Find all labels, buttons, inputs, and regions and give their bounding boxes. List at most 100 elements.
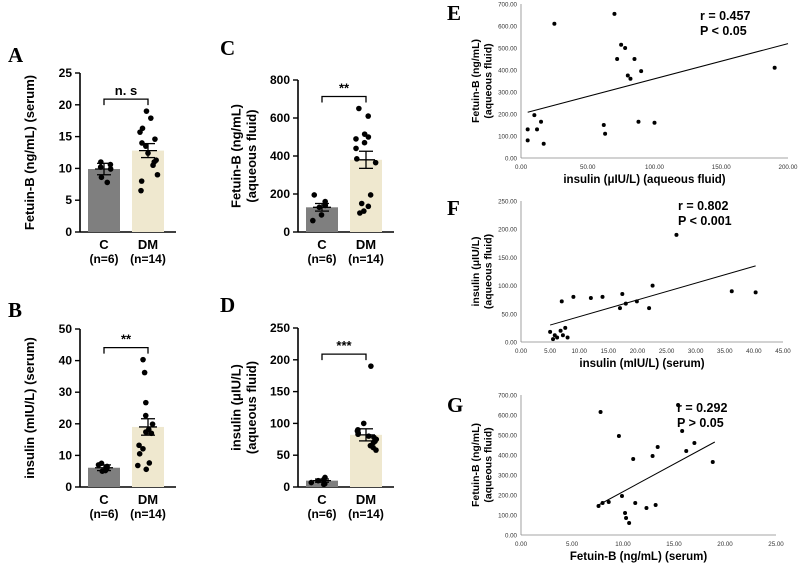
y-tick-label: 50 <box>59 322 73 336</box>
significance-bracket <box>103 347 149 354</box>
x-tick-label: 0.00 <box>515 164 528 171</box>
data-point <box>652 120 657 125</box>
y-tick-label: 0 <box>283 480 290 494</box>
y-tick-label: 30 <box>59 385 73 399</box>
y-tick-label: 700.00 <box>498 393 517 400</box>
data-point <box>624 516 629 520</box>
data-point <box>143 466 150 473</box>
x-category-label: DM <box>138 492 158 507</box>
r-value-label: r = 0.457 <box>700 9 750 23</box>
data-point <box>653 503 658 507</box>
data-point <box>684 449 689 453</box>
data-point <box>148 115 154 121</box>
data-point <box>559 299 564 304</box>
data-point <box>548 329 553 334</box>
y-tick-label: 800 <box>270 73 290 87</box>
x-tick-label: 10.00 <box>571 348 587 355</box>
x-tick-label: 15.00 <box>666 541 682 548</box>
data-point <box>361 139 368 146</box>
data-point <box>650 283 655 288</box>
data-point <box>633 501 638 505</box>
data-point <box>729 289 734 294</box>
data-point <box>140 445 146 452</box>
data-point <box>367 192 374 198</box>
significance-bracket <box>103 98 149 106</box>
data-point <box>627 521 632 525</box>
x-n-label: (n=6) <box>307 252 336 266</box>
panel-label-e: E <box>447 1 461 25</box>
data-point <box>138 178 145 184</box>
data-point <box>368 363 374 369</box>
y-tick-label: 10 <box>59 161 73 175</box>
x-category-label: DM <box>356 492 376 507</box>
x-category-label: C <box>317 492 327 507</box>
y-axis-label: Fetuin-B (ng/mL)(aqueous fluid) <box>470 39 495 123</box>
data-point <box>617 306 622 311</box>
y-tick-label: 0.00 <box>505 533 518 540</box>
x-tick-label: 40.00 <box>746 348 762 355</box>
significance-bracket <box>321 353 367 361</box>
y-tick-label: 100.00 <box>498 134 517 141</box>
x-n-label: (n=14) <box>348 507 384 521</box>
data-point <box>372 159 379 166</box>
p-value-label: P > 0.05 <box>677 416 724 430</box>
chart-panel-e: 0.00 100.00 200.00 300.00 400.00 500.00 600.00… <box>470 2 798 187</box>
y-tick-label: 600 <box>270 111 290 125</box>
y-tick-label: 300.00 <box>498 473 517 480</box>
data-point <box>525 127 530 132</box>
p-value-label: P < 0.001 <box>678 214 732 228</box>
data-point <box>154 171 161 178</box>
y-tick-label: 40 <box>59 354 73 368</box>
data-point <box>141 369 148 376</box>
data-point <box>365 203 372 210</box>
data-point <box>143 429 149 435</box>
x-axis-label: Fetuin-B (ng/mL) (serum) <box>570 551 708 563</box>
y-tick-label: 5 <box>65 193 72 207</box>
data-point <box>631 457 636 461</box>
y-tick-label: 200.00 <box>498 227 517 234</box>
y-tick-label: 0.00 <box>505 340 518 347</box>
data-point <box>632 57 637 61</box>
data-point <box>615 57 620 61</box>
y-tick-label: 200.00 <box>498 112 517 119</box>
data-point <box>365 134 372 140</box>
data-point <box>560 333 565 338</box>
fit-line <box>598 441 716 506</box>
data-point <box>146 460 153 466</box>
data-point <box>320 481 327 488</box>
y-tick-label: 20 <box>59 98 73 112</box>
y-tick-label: 100.00 <box>498 513 517 520</box>
y-tick-label: 0 <box>65 480 72 494</box>
data-point <box>107 161 114 168</box>
data-point <box>355 431 361 438</box>
data-point <box>634 299 639 304</box>
data-point <box>138 187 144 194</box>
y-tick-label: 20 <box>59 417 73 431</box>
y-tick-label: 25 <box>59 66 73 80</box>
x-category-label: C <box>99 237 109 252</box>
p-value-label: P < 0.05 <box>700 24 747 38</box>
data-point <box>316 204 323 211</box>
data-point <box>137 129 143 135</box>
data-point <box>600 501 605 505</box>
data-point <box>353 136 359 142</box>
x-n-label: (n=6) <box>89 507 118 521</box>
y-tick-label: 400.00 <box>498 453 517 460</box>
y-tick-label: 600.00 <box>498 24 517 31</box>
y-tick-label: 0.00 <box>505 156 518 163</box>
y-tick-label: 100.00 <box>498 283 517 290</box>
data-point <box>148 430 155 437</box>
chart-panel-c: 0 200 400 600 800 Fetuin-B (ng/mL)(aqueous fl… <box>228 73 394 266</box>
data-point <box>136 442 142 449</box>
x-tick-label: 35.00 <box>717 348 733 355</box>
bar-control <box>88 169 120 232</box>
data-point <box>104 179 111 186</box>
data-point <box>558 328 563 333</box>
panel-label-c: C <box>220 36 235 60</box>
y-axis-label: insulin (mIU/L) (serum) <box>22 337 37 479</box>
significance-label: ** <box>121 332 132 347</box>
data-point <box>139 140 145 146</box>
data-point <box>140 356 146 363</box>
y-tick-label: 50 <box>277 448 291 462</box>
y-tick-label: 150 <box>270 385 290 399</box>
